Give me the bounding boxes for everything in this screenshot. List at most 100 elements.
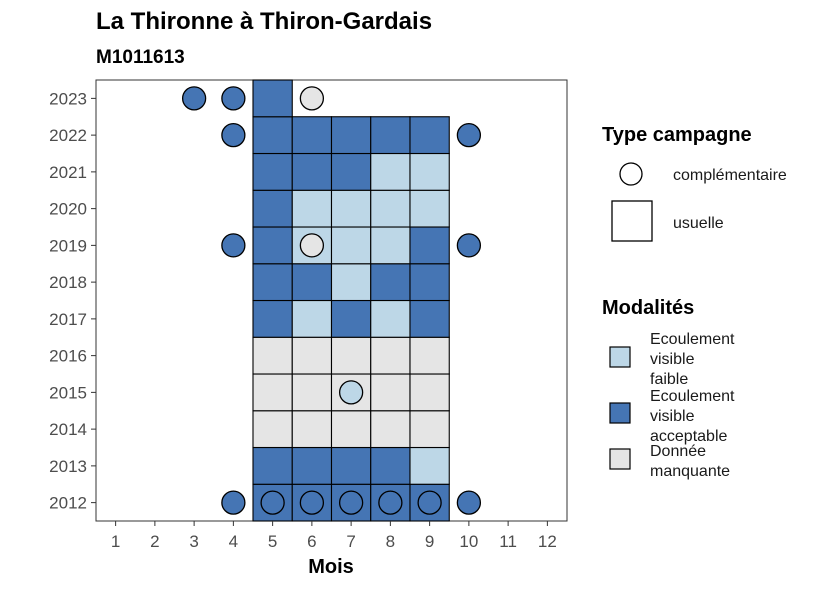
legend-label-faible: faible	[650, 371, 688, 388]
tile-2023-5	[252, 79, 293, 118]
tile-2019-9	[409, 226, 450, 265]
tile-2020-8	[370, 189, 411, 228]
x-tick-label: 9	[425, 532, 434, 551]
tile-2017-9	[409, 299, 450, 338]
tile-2016-9	[409, 336, 450, 375]
legend-label-acceptable: visible	[650, 408, 695, 425]
tile-2015-6	[291, 373, 333, 412]
tile-2019-5	[252, 226, 293, 265]
legend-modalites: Modalités EcoulementvisiblefaibleEcoulem…	[602, 297, 735, 480]
point-2012-8	[378, 490, 403, 515]
tile-2019-7	[330, 226, 372, 265]
legend-modalites-title: Modalités	[602, 297, 694, 319]
tile-2017-6	[291, 299, 333, 338]
tile-2020-6	[291, 189, 333, 228]
tile-2020-9	[409, 189, 450, 228]
x-tick-label: 8	[386, 532, 395, 551]
tile-2015-9	[409, 373, 450, 412]
point-2023-6	[299, 86, 325, 111]
legend-key-acceptable	[609, 402, 631, 424]
tile-2021-8	[370, 152, 411, 191]
tile-2014-8	[370, 410, 411, 449]
tile-2018-7	[330, 263, 372, 302]
legend-label-acceptable: acceptable	[650, 428, 727, 445]
tile-2020-7	[330, 189, 372, 228]
tile-2014-9	[409, 410, 450, 449]
point-2015-7	[338, 380, 364, 405]
x-tick-label: 3	[189, 532, 198, 551]
y-tick-label: 2013	[49, 457, 87, 476]
legend-key-manquante	[609, 448, 631, 470]
legend-circle-symbol	[619, 162, 643, 186]
chart-subtitle: M1011613	[96, 47, 185, 68]
point-2012-6	[299, 490, 325, 515]
y-tick-label: 2014	[49, 420, 87, 439]
x-tick-label: 5	[268, 532, 277, 551]
usuelle-tiles	[252, 79, 450, 522]
point-2023-3	[181, 86, 207, 111]
legend-type-campagne: Type campagne complémentaire usuelle	[602, 124, 787, 242]
tile-2014-5	[252, 410, 293, 449]
tile-2013-8	[370, 446, 411, 485]
tile-2014-6	[291, 410, 333, 449]
tile-2018-5	[252, 263, 293, 302]
point-2012-7	[338, 490, 364, 515]
legend-type-title: Type campagne	[602, 124, 752, 146]
y-tick-label: 2016	[49, 347, 87, 366]
x-tick-label: 2	[150, 532, 159, 551]
x-tick-label: 4	[229, 532, 238, 551]
tile-2017-5	[252, 299, 293, 338]
y-tick-label: 2023	[49, 89, 87, 108]
point-2019-4	[221, 233, 246, 258]
y-tick-label: 2017	[49, 310, 87, 329]
tile-2021-6	[291, 152, 333, 191]
y-tick-label: 2022	[49, 126, 87, 145]
legend-label-faible: visible	[650, 351, 695, 368]
x-tick-label: 7	[346, 532, 355, 551]
x-axis: 1 2 3 4 5 6 7 8 9 10 11 12	[111, 521, 557, 551]
tile-2019-6	[291, 226, 333, 265]
y-tick-label: 2018	[49, 273, 87, 292]
legend-complementaire-label: complémentaire	[673, 167, 787, 184]
x-tick-label: 6	[307, 532, 316, 551]
tile-2022-8	[370, 116, 411, 155]
y-tick-label: 2015	[49, 383, 87, 402]
tile-2016-8	[370, 336, 411, 375]
tile-2017-7	[330, 299, 372, 338]
point-2023-4	[221, 86, 246, 111]
y-tick-label: 2019	[49, 236, 87, 255]
tile-2015-8	[370, 373, 411, 412]
tile-2016-6	[291, 336, 333, 375]
tile-2022-6	[291, 116, 333, 155]
point-2012-5	[260, 490, 285, 515]
x-tick-label: 12	[538, 532, 557, 551]
tile-2013-5	[252, 446, 293, 485]
legend-square-symbol	[611, 200, 653, 242]
tile-2018-8	[370, 263, 411, 302]
tile-2020-5	[252, 189, 293, 228]
point-2022-4	[221, 122, 246, 148]
tile-2013-7	[330, 446, 372, 485]
point-2012-10	[456, 490, 482, 515]
point-2019-6	[299, 233, 325, 258]
x-tick-label: 10	[459, 532, 478, 551]
complementaire-points	[181, 86, 482, 515]
tile-2015-5	[252, 373, 293, 412]
tile-2021-9	[409, 152, 450, 191]
tile-2018-9	[409, 263, 450, 302]
point-2012-9	[417, 490, 442, 515]
tile-2022-5	[252, 116, 293, 155]
tile-2021-7	[330, 152, 372, 191]
point-2022-10	[456, 122, 482, 148]
x-tick-label: 1	[111, 532, 120, 551]
point-2019-10	[456, 233, 482, 258]
legend-label-manquante: Donnée	[650, 443, 706, 460]
tile-2014-7	[330, 410, 372, 449]
tile-2022-7	[330, 116, 372, 155]
x-tick-label: 11	[499, 532, 517, 551]
tile-2022-9	[409, 116, 450, 155]
x-axis-title: Mois	[308, 556, 354, 578]
chart-title: La Thironne à Thiron-Gardais	[96, 8, 432, 35]
legend-label-faible: Ecoulement	[650, 331, 735, 348]
